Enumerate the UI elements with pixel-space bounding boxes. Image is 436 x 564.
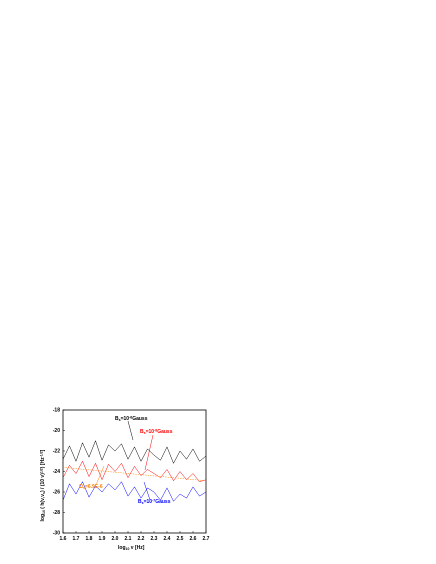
arrows [95, 420, 154, 501]
x-tick-label: 1.8 [86, 536, 93, 542]
arrow [127, 420, 134, 441]
label-part: B [138, 499, 142, 505]
label-part: =6.9E-6 [85, 484, 103, 490]
label-part: Gauss [157, 429, 173, 435]
label-part: ) / (10 ν) [40, 473, 46, 492]
label-part: ] [40, 449, 46, 451]
y-tick-label: -30 [53, 531, 60, 537]
label-part: =10 [146, 429, 155, 435]
plot-frame [62, 409, 207, 534]
x-tick-label: 2.3 [151, 536, 158, 542]
label-part: s [42, 492, 46, 494]
x-tick-label: 1.7 [73, 536, 80, 542]
y-tick-label: -26 [53, 490, 60, 496]
label-part: s [119, 418, 121, 422]
x-tick-label: 2.5 [177, 536, 184, 542]
label-part: B [115, 416, 119, 422]
annotation: Bs=10-6Gauss [115, 416, 148, 423]
x-tick-label: 2.1 [125, 536, 132, 542]
y-axis-label: log10 ( h(ν,νs) / (10 ν)1/2) [Hz-1/2] [40, 449, 47, 521]
x-tick-label: 1.6 [60, 536, 67, 542]
arrow [144, 434, 154, 471]
label-part: s [83, 486, 85, 490]
label-part: 10 [126, 547, 130, 551]
label-part: B [140, 429, 144, 435]
label-part: Gauss [155, 499, 171, 505]
y-tick-label: -20 [53, 428, 60, 434]
label-part: ) [Hz [40, 457, 46, 468]
label-part: =10 [121, 416, 130, 422]
label-part: Gauss [132, 416, 148, 422]
x-tick-label: 2.4 [164, 536, 171, 542]
label-part: s [144, 431, 146, 435]
series-line [62, 481, 207, 502]
label-part: log [118, 545, 126, 551]
series-line [62, 440, 207, 464]
series-line [62, 467, 207, 481]
label-part: ( h(ν,ν [40, 494, 46, 510]
y-tick-label: -24 [53, 469, 60, 475]
label-part: log [40, 514, 46, 522]
x-tick-label: 2.2 [138, 536, 145, 542]
label-part: -6 [129, 416, 132, 420]
y-tick-label: -28 [53, 510, 60, 516]
label-part: -8 [154, 429, 157, 433]
label-part: Ω [79, 484, 83, 490]
annotation: Bs=10-7Gauss [138, 499, 171, 506]
label-part: s [142, 501, 144, 505]
annotation: Bs=10-8Gauss [140, 429, 173, 436]
x-tick-label: 1.9 [99, 536, 106, 542]
annotation: Ωs=6.9E-6 [79, 484, 103, 490]
label-part: -1/2 [40, 451, 44, 457]
label-part: 1/2 [40, 468, 44, 473]
label-part: =10 [144, 499, 153, 505]
x-axis-label: log10 ν [Hz] [118, 545, 145, 551]
label-part: -7 [152, 499, 155, 503]
series-line [62, 460, 207, 483]
arrow [95, 465, 105, 486]
y-tick-label: -22 [53, 449, 60, 455]
x-tick-label: 2.7 [203, 536, 210, 542]
label-part: ν [Hz] [129, 545, 144, 551]
x-tick-label: 2.6 [190, 536, 197, 542]
y-tick-label: -18 [53, 408, 60, 414]
arrow [143, 481, 151, 501]
label-part: 10 [42, 510, 46, 514]
x-tick-label: 2.0 [112, 536, 119, 542]
